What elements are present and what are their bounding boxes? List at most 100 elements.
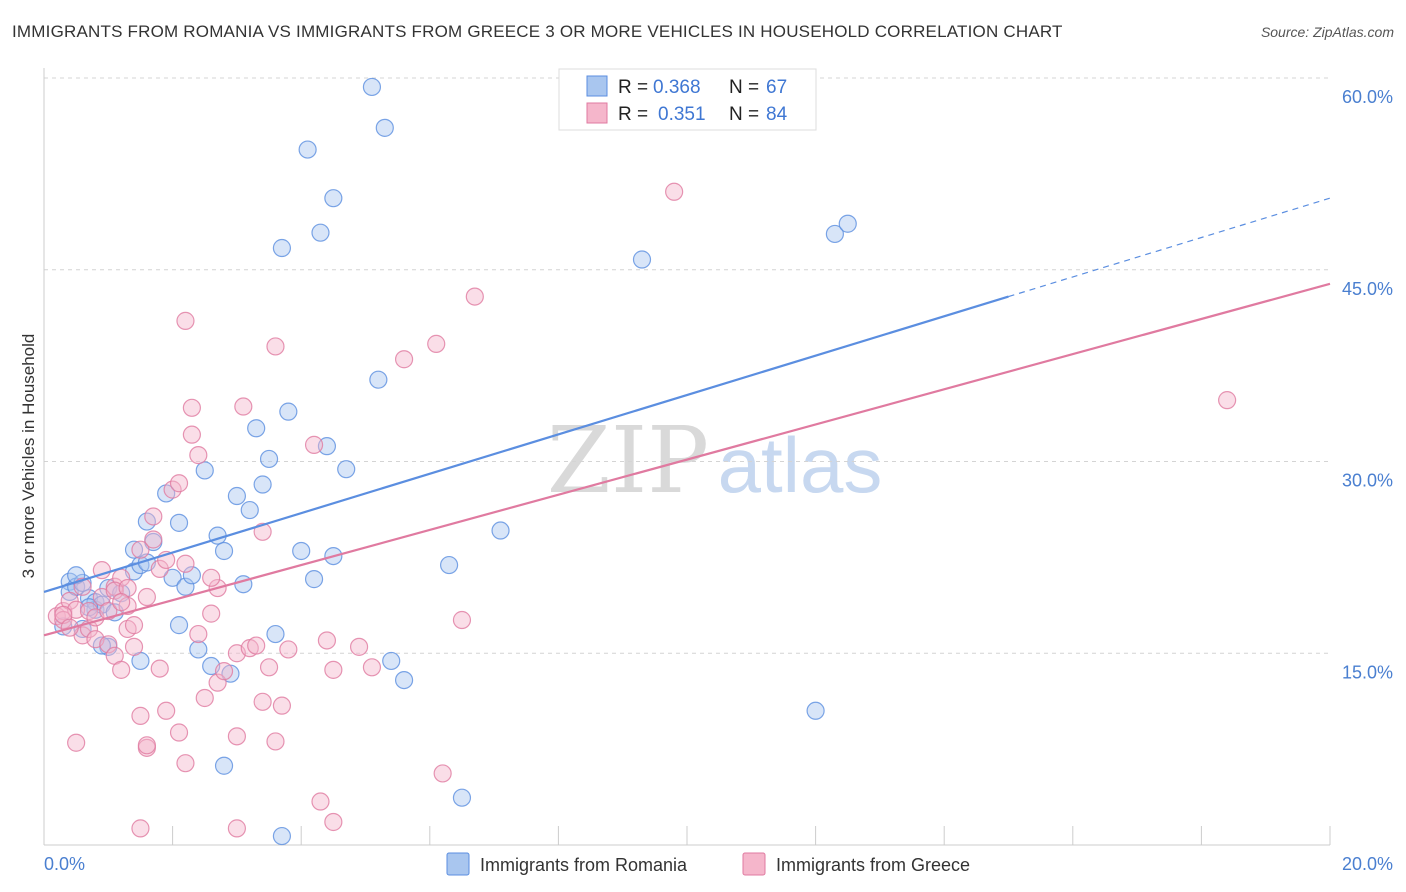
point-greece xyxy=(304,435,324,454)
point-greece xyxy=(324,660,343,679)
y-tick-label: 60.0% xyxy=(1342,87,1393,107)
point-greece xyxy=(227,819,246,838)
point-romania xyxy=(292,541,311,561)
x-tick-label-max: 20.0% xyxy=(1342,854,1393,874)
legend-n-value-greece: 84 xyxy=(766,104,788,125)
y-tick-labels: 15.0% 30.0% 45.0% 60.0% xyxy=(1342,87,1393,682)
point-greece xyxy=(131,819,150,838)
x-tick-label-min: 0.0% xyxy=(44,854,85,874)
point-greece xyxy=(189,446,208,465)
point-greece xyxy=(169,474,189,493)
point-greece xyxy=(144,530,163,549)
bottom-legend-swatch-romania xyxy=(446,852,470,876)
point-greece xyxy=(266,337,285,356)
point-romania xyxy=(163,568,182,587)
point-romania xyxy=(452,788,472,807)
point-greece xyxy=(112,593,131,612)
point-romania xyxy=(214,756,234,775)
point-romania xyxy=(362,77,382,97)
point-romania xyxy=(169,513,189,532)
y-axis-label: 3 or more Vehicles in Household xyxy=(19,334,38,579)
trend-line-extension-romania xyxy=(1008,197,1331,298)
point-romania xyxy=(369,370,388,389)
point-greece xyxy=(266,732,285,751)
bottom-legend-swatch-greece xyxy=(742,852,766,876)
trend-line-romania xyxy=(43,295,1009,593)
point-romania xyxy=(382,651,401,671)
point-greece xyxy=(362,658,382,677)
point-greece xyxy=(131,706,150,725)
point-greece xyxy=(176,311,195,330)
point-romania xyxy=(189,640,208,659)
legend-r-label-romania: R = xyxy=(618,77,648,98)
point-romania xyxy=(259,449,279,469)
point-greece xyxy=(176,754,195,773)
point-greece xyxy=(1218,391,1237,410)
point-romania xyxy=(227,486,246,506)
data-points xyxy=(47,77,1237,846)
point-greece xyxy=(189,624,208,644)
point-romania xyxy=(806,701,825,720)
point-romania xyxy=(375,118,394,137)
point-romania xyxy=(394,670,414,690)
source-label: Source: ZipAtlas.com xyxy=(1260,24,1394,40)
legend-n-label-greece: N = xyxy=(729,104,759,125)
legend-r-value-romania: 0.368 xyxy=(653,77,701,98)
y-tick-label: 15.0% xyxy=(1342,662,1393,682)
point-romania xyxy=(272,238,292,258)
point-greece xyxy=(150,659,169,678)
point-romania xyxy=(124,540,144,559)
watermark-atlas: atlas xyxy=(718,421,883,509)
point-greece xyxy=(124,637,144,656)
point-romania xyxy=(439,555,459,575)
point-greece xyxy=(665,182,684,201)
y-tick-label: 45.0% xyxy=(1342,279,1393,299)
point-romania xyxy=(324,189,343,208)
point-romania xyxy=(838,214,857,233)
point-romania xyxy=(632,250,652,269)
point-greece xyxy=(311,792,330,811)
point-greece xyxy=(131,540,150,559)
bottom-legend-label-romania: Immigrants from Romania xyxy=(480,855,688,875)
point-greece xyxy=(433,764,452,783)
point-romania xyxy=(304,570,324,589)
point-greece xyxy=(349,637,369,656)
point-greece xyxy=(272,696,292,715)
x-tick-labels: 0.0% 20.0% xyxy=(44,854,1393,874)
point-romania xyxy=(182,566,201,585)
watermark: ZIP atlas xyxy=(547,407,882,514)
point-greece xyxy=(67,733,86,752)
point-greece xyxy=(202,604,221,623)
point-greece xyxy=(317,631,337,650)
legend-swatch-greece xyxy=(586,102,608,124)
point-romania xyxy=(253,475,272,494)
point-greece xyxy=(214,662,234,681)
point-greece xyxy=(195,688,214,708)
point-greece xyxy=(169,723,189,742)
point-greece xyxy=(208,673,227,692)
point-greece xyxy=(182,398,201,417)
point-romania xyxy=(279,402,298,421)
legend-swatch-romania xyxy=(586,75,608,97)
point-greece xyxy=(279,640,298,659)
point-greece xyxy=(137,736,156,755)
legend-n-value-romania: 67 xyxy=(766,77,787,98)
point-greece xyxy=(202,568,221,587)
point-greece xyxy=(182,425,201,444)
point-romania xyxy=(176,577,195,596)
bottom-legend-label-greece: Immigrants from Greece xyxy=(776,855,970,875)
axes xyxy=(43,68,1331,846)
point-romania xyxy=(240,500,259,520)
legend-r-value-greece: 0.351 xyxy=(658,104,706,125)
trend-lines xyxy=(43,197,1331,637)
point-greece xyxy=(150,559,169,578)
point-romania xyxy=(298,140,317,159)
y-tick-label: 30.0% xyxy=(1342,471,1393,491)
chart-title: IMMIGRANTS FROM ROMANIA VS IMMIGRANTS FR… xyxy=(12,22,1063,41)
point-romania xyxy=(67,566,86,585)
gridlines xyxy=(44,77,1330,654)
legend-r-label-greece: R = xyxy=(618,104,648,125)
trend-line-greece xyxy=(43,282,1331,637)
point-romania xyxy=(491,521,510,540)
point-romania xyxy=(337,460,356,479)
